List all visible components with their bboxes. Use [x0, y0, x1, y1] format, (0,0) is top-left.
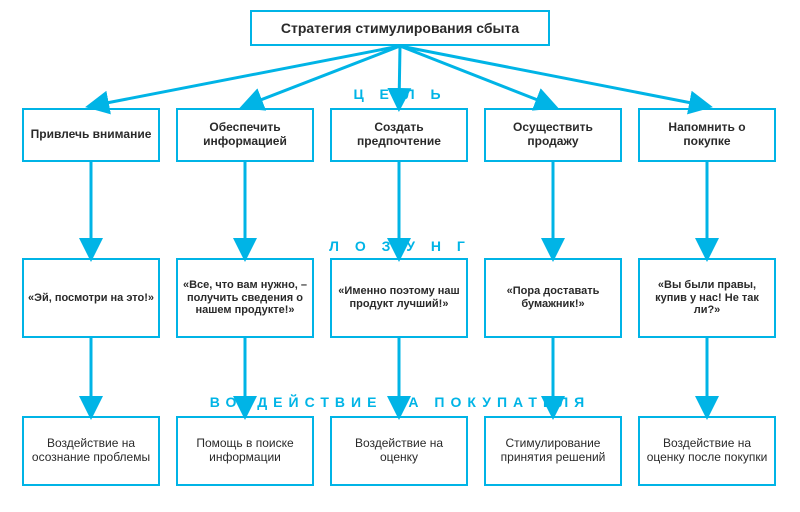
slogan-box-2: «Именно поэтому наш продукт лучший!» [330, 258, 468, 338]
effect-box-4: Воздействие на оценку после покупки [638, 416, 776, 486]
slogan-label: «Все, что вам нужно, – получить сведения… [182, 279, 308, 317]
goal-box-1: Обеспечить информацией [176, 108, 314, 162]
slogan-box-3: «Пора доставать бумажник!» [484, 258, 622, 338]
effect-box-0: Воздействие на осознание проблемы [22, 416, 160, 486]
effect-label: Воздействие на оценку [336, 437, 462, 465]
goal-box-4: Напомнить о покупке [638, 108, 776, 162]
header-box: Стратегия стимулирования сбыта [250, 10, 550, 46]
goal-label: Осуществить продажу [490, 121, 616, 149]
goal-box-3: Осуществить продажу [484, 108, 622, 162]
section-goal: Ц Е Л Ь [0, 86, 800, 102]
slogan-label: «Вы были правы, купив у нас! Не так ли?» [644, 279, 770, 317]
effect-label: Воздействие на осознание проблемы [28, 437, 154, 465]
effect-label: Воздействие на оценку после покупки [644, 437, 770, 465]
effect-label: Помощь в поиске информации [182, 437, 308, 465]
section-effect: ВОЗДЕЙСТВИЕ НА ПОКУПАТЕЛЯ [0, 394, 800, 410]
slogan-label: «Пора доставать бумажник!» [490, 285, 616, 310]
slogan-label: «Именно поэтому наш продукт лучший!» [336, 285, 462, 310]
slogan-box-1: «Все, что вам нужно, – получить сведения… [176, 258, 314, 338]
effect-box-1: Помощь в поиске информации [176, 416, 314, 486]
slogan-box-4: «Вы были правы, купив у нас! Не так ли?» [638, 258, 776, 338]
effect-box-2: Воздействие на оценку [330, 416, 468, 486]
header-label: Стратегия стимулирования сбыта [281, 20, 519, 36]
goal-label: Привлечь внимание [31, 128, 152, 142]
goal-label: Напомнить о покупке [644, 121, 770, 149]
goal-label: Создать предпочтение [336, 121, 462, 149]
goal-box-0: Привлечь внимание [22, 108, 160, 162]
section-slogan: Л О З У Н Г [0, 238, 800, 254]
goal-box-2: Создать предпочтение [330, 108, 468, 162]
effect-box-3: Стимулирование принятия решений [484, 416, 622, 486]
slogan-label: «Эй, посмотри на это!» [28, 292, 154, 305]
effect-label: Стимулирование принятия решений [490, 437, 616, 465]
goal-label: Обеспечить информацией [182, 121, 308, 149]
slogan-box-0: «Эй, посмотри на это!» [22, 258, 160, 338]
